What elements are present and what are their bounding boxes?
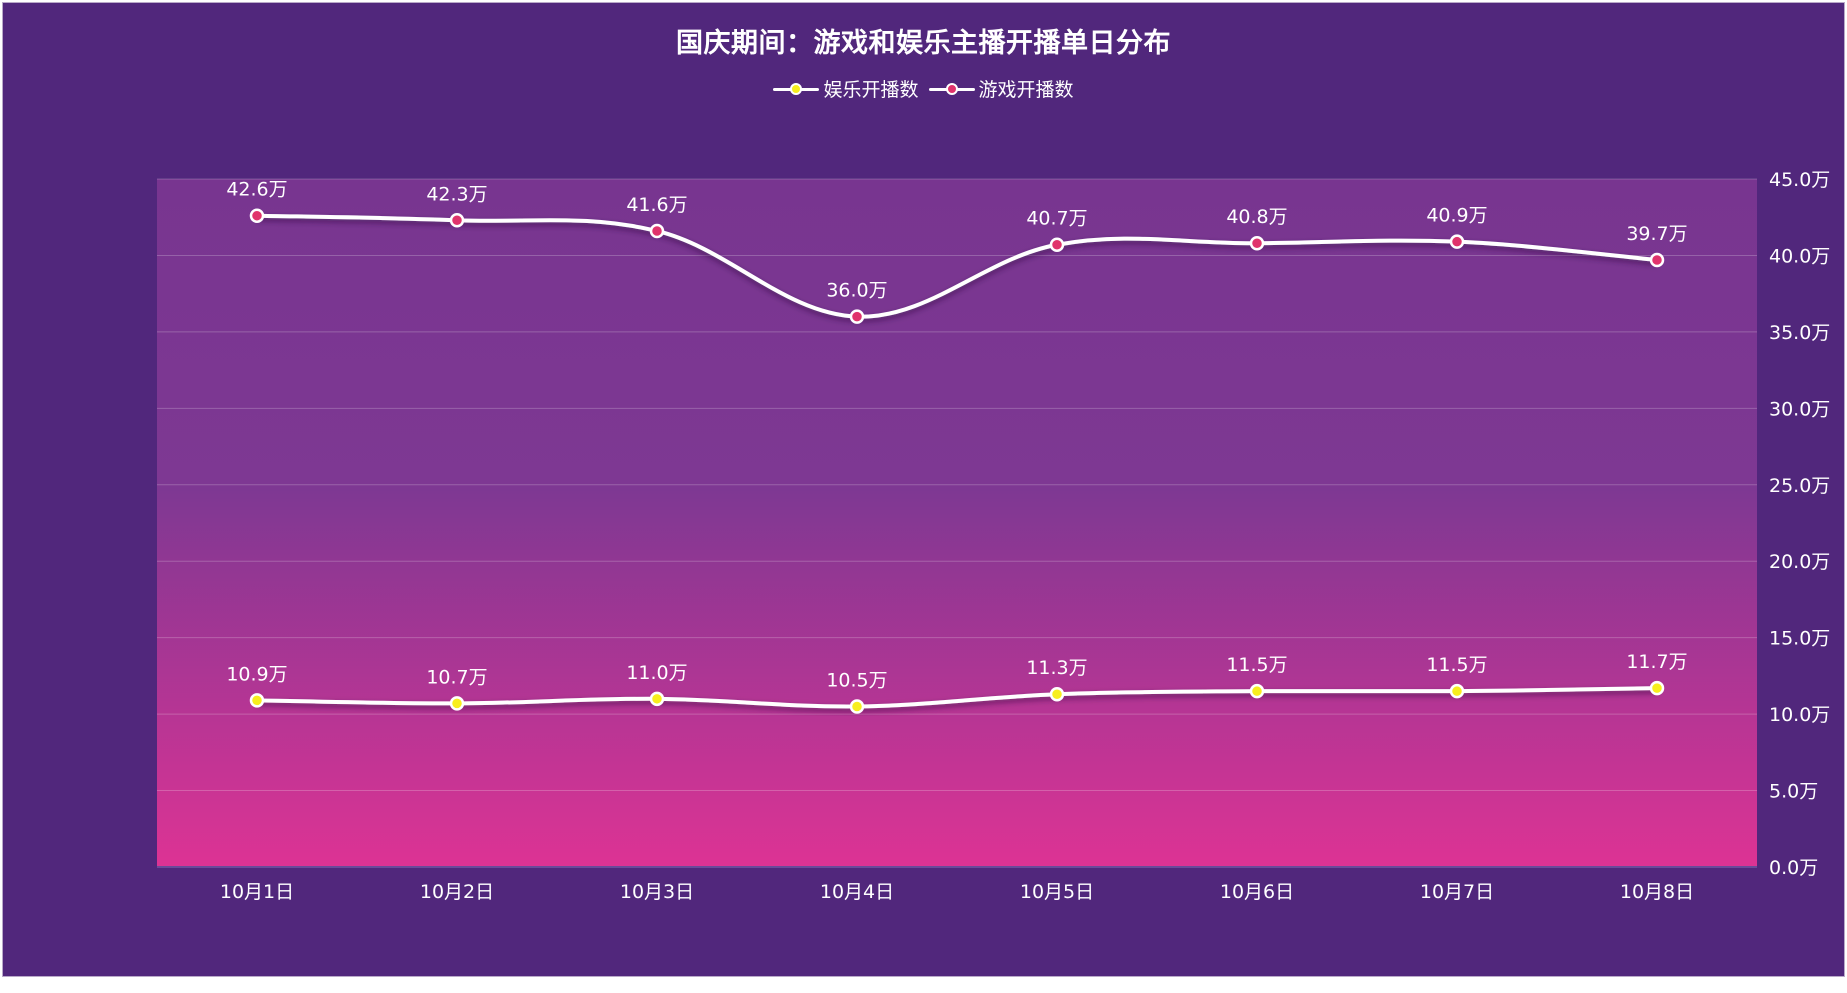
legend-item-entertainment[interactable]: 娱乐开播数 xyxy=(773,75,919,102)
plot-area xyxy=(157,179,1757,867)
y-tick-label: 5.0万 xyxy=(1769,781,1818,803)
series-line-entertainment xyxy=(256,686,1658,709)
y-tick-label: 10.0万 xyxy=(1769,704,1830,726)
data-point-game[interactable] xyxy=(1449,234,1465,249)
data-label-game: 42.3万 xyxy=(426,183,487,205)
legend-label-game: 游戏开播数 xyxy=(978,79,1074,101)
y-tick-label: 15.0万 xyxy=(1769,628,1830,650)
chart-title: 国庆期间：游戏和娱乐主播开播单日分布 xyxy=(676,28,1171,59)
data-label-entertainment: 11.7万 xyxy=(1626,651,1687,673)
data-point-game[interactable] xyxy=(1649,252,1665,268)
x-tick-label: 10月1日 xyxy=(220,881,294,903)
data-point-game[interactable] xyxy=(1049,237,1065,252)
data-label-entertainment: 10.7万 xyxy=(426,666,487,688)
y-tick-label: 40.0万 xyxy=(1769,245,1830,267)
y-tick-label: 25.0万 xyxy=(1769,475,1830,497)
y-tick-label: 35.0万 xyxy=(1769,322,1830,344)
data-label-game: 39.7万 xyxy=(1626,223,1687,245)
y-tick-label: 30.0万 xyxy=(1769,398,1830,420)
x-tick-label: 10月2日 xyxy=(420,881,494,903)
data-label-entertainment: 11.3万 xyxy=(1026,657,1087,679)
data-label-game: 40.8万 xyxy=(1226,206,1287,228)
series-line-game xyxy=(256,213,1658,319)
data-point-game[interactable] xyxy=(649,223,665,239)
x-tick-label: 10月5日 xyxy=(1020,881,1094,903)
y-tick-label: 45.0万 xyxy=(1769,169,1830,191)
data-label-game: 40.7万 xyxy=(1026,208,1087,230)
x-tick-label: 10月3日 xyxy=(620,881,694,903)
y-tick-label: 20.0万 xyxy=(1769,551,1830,573)
data-label-game: 41.6万 xyxy=(626,194,687,216)
data-label-entertainment: 11.0万 xyxy=(626,662,687,684)
data-point-entertainment[interactable] xyxy=(1249,683,1265,699)
data-point-entertainment[interactable] xyxy=(1649,680,1665,696)
legend: 娱乐开播数 游戏开播数 xyxy=(3,75,1844,102)
data-label-entertainment: 11.5万 xyxy=(1226,654,1287,676)
legend-item-game[interactable]: 游戏开播数 xyxy=(928,75,1074,102)
x-tick-label: 10月8日 xyxy=(1620,881,1694,903)
data-point-game[interactable] xyxy=(849,309,865,324)
data-point-game[interactable] xyxy=(1249,235,1265,251)
data-point-entertainment[interactable] xyxy=(649,691,665,707)
data-label-entertainment: 11.5万 xyxy=(1426,654,1487,676)
legend-swatch-entertainment xyxy=(773,82,820,96)
data-label-game: 42.6万 xyxy=(226,179,287,201)
data-point-game[interactable] xyxy=(449,213,465,228)
legend-swatch-game xyxy=(928,82,975,96)
x-tick-label: 10月7日 xyxy=(1420,881,1494,903)
legend-label-entertainment: 娱乐开播数 xyxy=(823,79,919,101)
x-tick-label: 10月4日 xyxy=(820,881,894,903)
data-label-game: 36.0万 xyxy=(826,280,887,302)
data-label-entertainment: 10.9万 xyxy=(226,663,287,685)
data-label-game: 40.9万 xyxy=(1426,205,1487,227)
y-tick-label: 0.0万 xyxy=(1769,857,1818,879)
data-point-entertainment[interactable] xyxy=(1049,686,1065,702)
data-point-entertainment[interactable] xyxy=(1449,683,1465,699)
data-point-entertainment[interactable] xyxy=(849,699,865,714)
data-point-entertainment[interactable] xyxy=(449,696,465,711)
data-point-entertainment[interactable] xyxy=(249,693,265,708)
data-label-entertainment: 10.5万 xyxy=(826,669,887,691)
data-point-game[interactable] xyxy=(249,208,265,223)
x-tick-label: 10月6日 xyxy=(1220,881,1294,903)
